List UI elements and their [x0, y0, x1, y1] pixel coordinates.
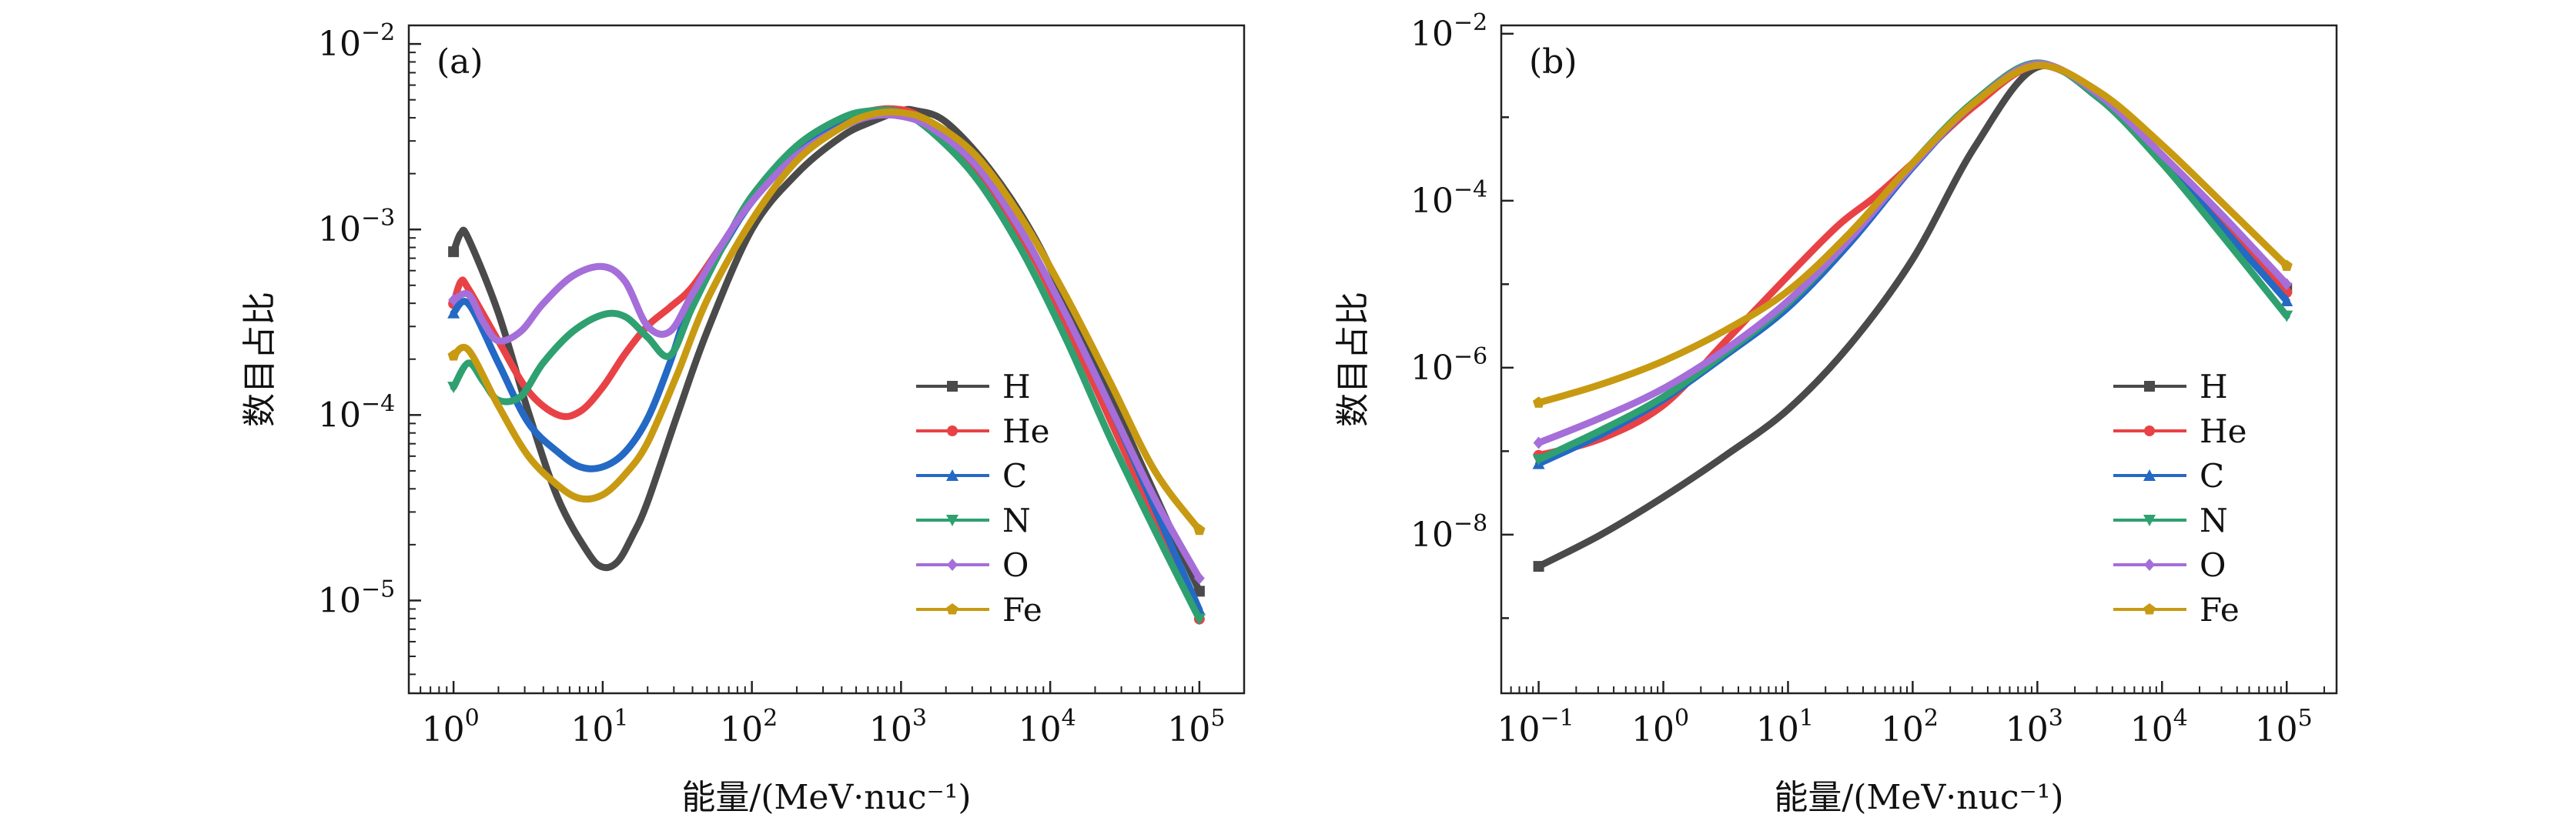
legend: H He CNO Fe: [2113, 368, 2246, 629]
x-tick-label: 101: [570, 705, 628, 749]
series-end-marker-H: [448, 246, 460, 258]
x-tick-label: 105: [2255, 705, 2313, 749]
panel-b: 10−1 100 101 102 103 104 105 10−8 10−6 10−4 10−2 能量…: [1333, 9, 2338, 817]
legend: H He CNO Fe: [916, 368, 1049, 629]
y-tick-label: 10−4: [1410, 176, 1487, 221]
legend-label-Fe: Fe: [2200, 591, 2240, 629]
series-end-marker-Fe: [1533, 396, 1545, 408]
series-line-H: [1535, 62, 2290, 570]
legend-marker-N: [946, 515, 958, 526]
legend-marker-O: [2144, 559, 2155, 571]
y-axis-title: 数目占比: [1333, 292, 1373, 427]
legend-marker-H: [2144, 381, 2155, 392]
x-tick-label: 103: [2006, 705, 2063, 749]
series-end-marker-Fe: [447, 349, 460, 361]
panel-label: (a): [437, 42, 483, 82]
x-tick-label: 101: [1756, 705, 1814, 749]
series-line-O: [450, 111, 1203, 582]
legend-label-C: C: [1002, 457, 1027, 495]
series-end-marker-C: [2280, 295, 2293, 307]
panel-label: (b): [1529, 42, 1577, 82]
series-end-marker-Fe: [2280, 259, 2293, 271]
series-end-marker-N: [1193, 613, 1206, 626]
legend-marker-Fe: [2143, 603, 2156, 615]
legend-marker-He: [2144, 426, 2155, 436]
legend-label-N: N: [1002, 502, 1031, 539]
x-axis-title: 能量/(MeV·nuc⁻¹): [1774, 778, 2063, 817]
series-line-Fe: [450, 108, 1203, 534]
y-tick-label: 10−2: [1410, 9, 1487, 54]
series-group: [447, 105, 1206, 626]
x-tick-label: 102: [1881, 705, 1939, 749]
legend-marker-Fe: [946, 603, 958, 615]
series-end-marker-N: [2280, 310, 2293, 322]
legend-marker-C: [2143, 469, 2156, 481]
x-axis-title: 能量/(MeV·nuc⁻¹): [681, 778, 971, 817]
series-end-marker-H: [1533, 561, 1544, 572]
legend-label-O: O: [1002, 546, 1029, 584]
panel-a: 100 101 102 103 104 105 10−5 10−4 10−3 10−2 能量/(Me…: [240, 19, 1246, 817]
legend-marker-O: [947, 559, 958, 571]
legend-marker-N: [2143, 515, 2156, 526]
y-tick-label: 10−2: [318, 19, 395, 64]
legend-label-H: H: [2200, 368, 2228, 405]
series-end-marker-N: [1532, 454, 1545, 466]
series-end-marker-O: [1533, 436, 1544, 449]
x-tick-label: 100: [422, 705, 480, 749]
x-tick-label: 104: [1019, 705, 1076, 749]
x-tick-label: 10−1: [1497, 705, 1574, 749]
y-tick-label: 10−8: [1410, 510, 1487, 555]
x-tick-label: 105: [1167, 705, 1225, 749]
x-tick-label: 104: [2130, 705, 2188, 749]
x-tick-label: 102: [720, 705, 778, 749]
legend-label-O: O: [2200, 546, 2226, 584]
plot-frame: [1500, 24, 2338, 695]
series-group: [1532, 59, 2293, 572]
series-end-marker-O: [2281, 278, 2293, 291]
legend-label-Fe: Fe: [1002, 591, 1042, 629]
series-end-marker-N: [447, 382, 460, 394]
legend-marker-C: [946, 469, 958, 481]
y-tick-label: 10−3: [318, 205, 395, 249]
legend-label-H: H: [1002, 368, 1031, 405]
legend-label-He: He: [2200, 412, 2246, 450]
series-end-marker-C: [447, 306, 460, 319]
x-tick-label: 100: [1631, 705, 1689, 749]
legend-label-He: He: [1002, 412, 1049, 450]
legend-marker-He: [947, 426, 958, 436]
series-line-N: [450, 106, 1203, 623]
series-line-Fe: [1535, 62, 2290, 406]
x-tick-label: 103: [869, 705, 927, 749]
y-tick-label: 10−4: [318, 390, 395, 435]
series-end-marker-H: [1193, 586, 1205, 597]
series-end-marker-O: [448, 293, 460, 306]
y-tick-label: 10−6: [1410, 343, 1487, 388]
legend-label-N: N: [2200, 502, 2228, 539]
legend-label-C: C: [2200, 457, 2224, 495]
series-end-marker-O: [1193, 572, 1205, 585]
series-end-marker-Fe: [1193, 523, 1206, 536]
y-tick-label: 10−5: [318, 576, 395, 620]
y-axis-title: 数目占比: [240, 292, 279, 427]
legend-marker-H: [947, 381, 958, 392]
